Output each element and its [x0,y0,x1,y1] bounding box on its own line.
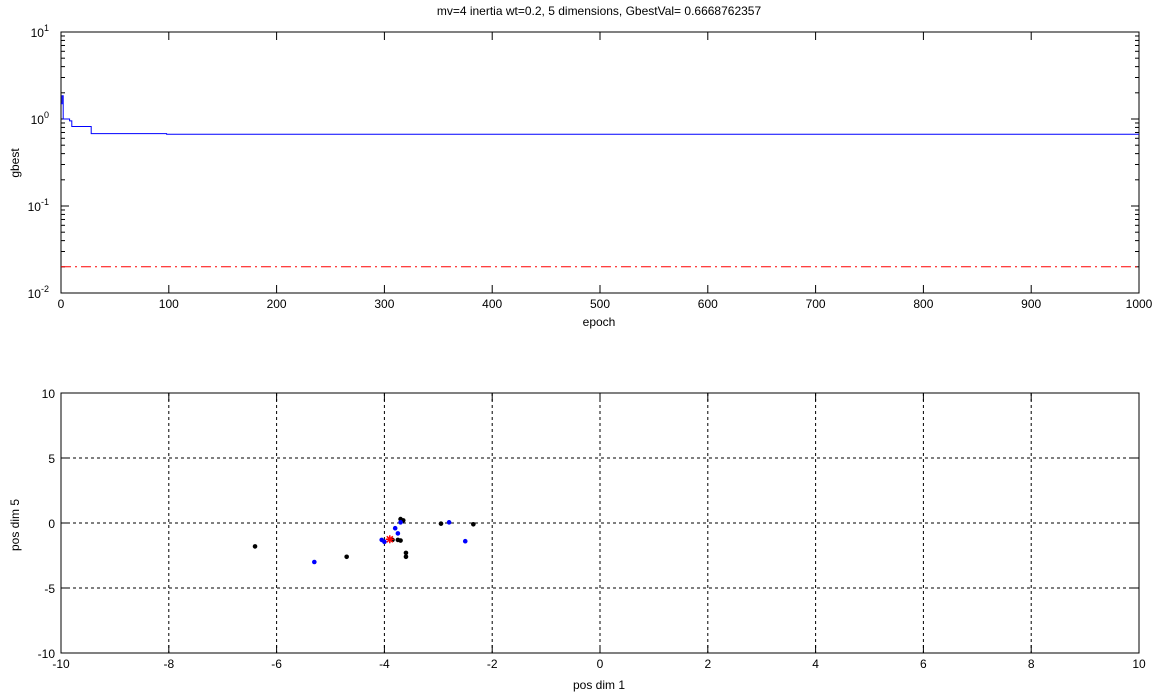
x-tick-label: 1000 [1126,297,1153,311]
particle-point-black [252,544,258,549]
gbest-line [61,95,1139,135]
particle-point-blue [462,538,468,544]
x-tick-label: 4 [812,657,819,671]
particle-point-black [403,550,409,556]
x-tick-label: -10 [52,657,70,671]
particle-point-blue [395,531,401,536]
x-tick-label: 6 [920,657,927,671]
y-tick-label: 5 [48,452,55,466]
x-tick-label: 800 [913,297,933,311]
particle-point-black [438,521,444,526]
y-tick-label: -5 [44,582,55,596]
y-tick-label: -10 [38,647,56,661]
y-axis-label: pos dim 5 [8,499,22,551]
x-tick-label: 500 [590,297,610,311]
y-tick-label: 0 [48,517,55,531]
x-axis-label: pos dim 1 [573,678,625,692]
y-tick-label: 10 [42,387,56,401]
particle-point-black [471,522,476,527]
x-tick-label: 2 [704,657,711,671]
x-tick-label: 0 [597,657,604,671]
x-tick-label: -4 [379,657,390,671]
x-tick-label: 100 [159,297,179,311]
gbest-point [385,535,394,544]
y-tick-label: 101 [31,23,49,40]
particle-point-black [398,538,403,543]
x-tick-label: -2 [487,657,498,671]
chart-title: mv=4 inertia wt=0.2, 5 dimensions, Gbest… [437,4,762,18]
particle-point-blue [446,520,452,525]
y-tick-label: 10-1 [28,197,49,214]
x-axis-label: epoch [583,315,616,329]
x-tick-label: 0 [58,297,65,311]
x-tick-label: 900 [1021,297,1041,311]
x-tick-label: -6 [271,657,282,671]
gbest-chart: mv=4 inertia wt=0.2, 5 dimensions, Gbest… [8,4,1153,329]
x-tick-label: 600 [698,297,718,311]
x-tick-label: 8 [1028,657,1035,671]
particle-point-blue [312,559,317,565]
x-tick-label: 300 [374,297,394,311]
particle-point-blue [398,520,403,525]
plot-area [60,31,1140,294]
y-tick-label: 10-2 [28,284,49,301]
x-tick-label: 10 [1132,657,1146,671]
position-scatter-chart: pos dim 1 pos dim 5 -10 -8 -6 -4 -2 0 2 4 6 8 10 -1… [8,387,1146,692]
x-tick-label: 700 [806,297,826,311]
particle-point-black [344,554,349,560]
particle-point-blue [392,525,398,531]
y-tick-label: 100 [31,110,49,127]
x-tick-label: 200 [267,297,287,311]
x-tick-label: 400 [482,297,502,311]
x-tick-label: -8 [163,657,174,671]
particle-point-black [403,554,409,560]
particle-point-blue [382,539,387,545]
y-axis-label: gbest [8,148,22,178]
